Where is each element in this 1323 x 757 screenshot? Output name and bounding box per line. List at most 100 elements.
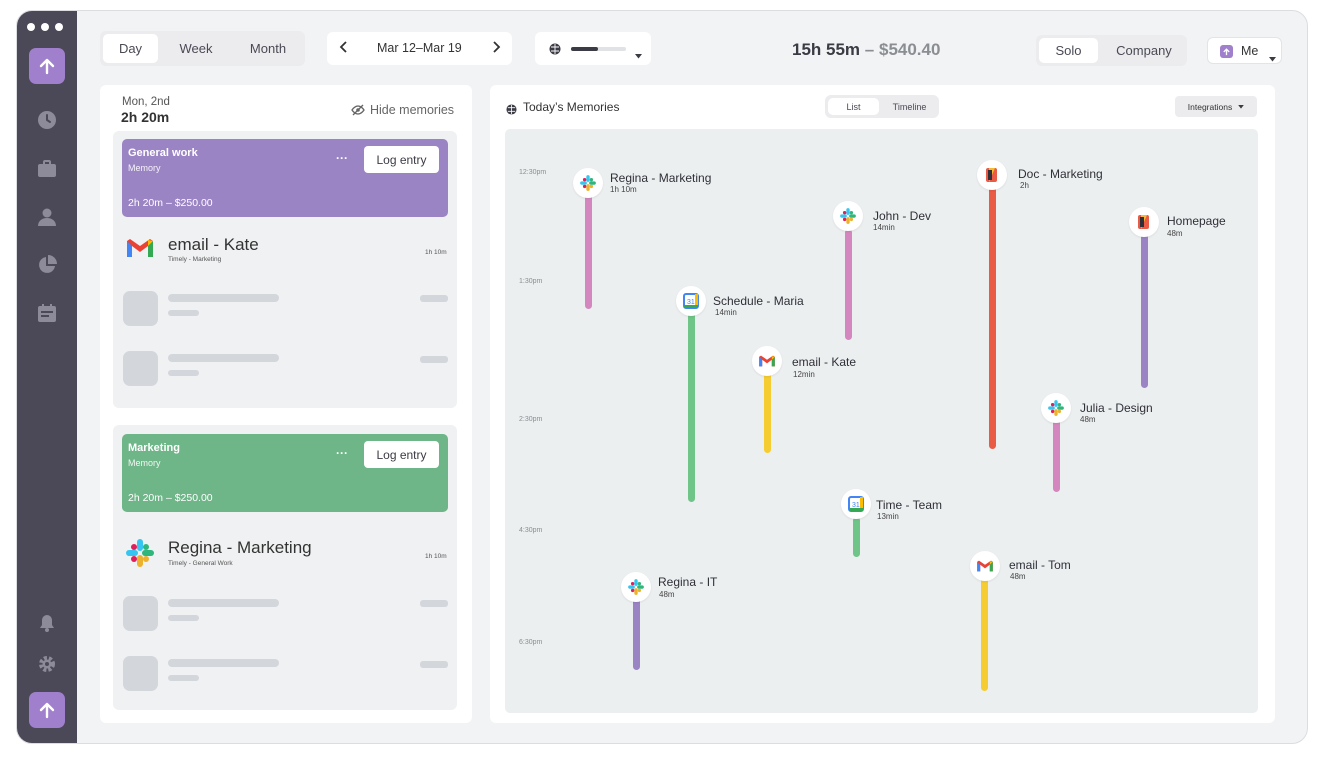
log-entry-button[interactable]: Log entry <box>364 441 439 468</box>
memory-duration-bar[interactable] <box>1141 234 1148 388</box>
placeholder-line <box>168 615 199 621</box>
memory-duration-bar[interactable] <box>585 191 592 309</box>
memory-duration: 13min <box>877 512 899 521</box>
gmail-icon[interactable] <box>970 551 1000 581</box>
memory-duration-bar[interactable] <box>981 577 988 691</box>
caret-down-icon <box>635 46 642 64</box>
log-entry-button[interactable]: Log entry <box>364 146 439 173</box>
total-amount: $540.40 <box>878 40 941 59</box>
memory-duration: 48m <box>1010 572 1026 581</box>
slack-icon[interactable] <box>1041 393 1071 423</box>
briefcase-icon[interactable] <box>36 158 58 180</box>
doc-icon[interactable] <box>1129 207 1159 237</box>
memory-title[interactable]: John - Dev <box>873 209 932 223</box>
pie-chart-icon[interactable] <box>36 254 58 276</box>
calendar-icon[interactable]: 31 <box>841 489 871 519</box>
memory-duration-bar[interactable] <box>853 517 860 557</box>
memory-title[interactable]: Julia - Design <box>1080 401 1153 415</box>
scope-switcher: Solo Company <box>1036 35 1187 66</box>
placeholder-avatar <box>123 596 158 631</box>
more-options-icon[interactable]: ··· <box>336 151 348 165</box>
memory-entry-general-work[interactable]: General work Memory 2h 20m – $250.00 ···… <box>122 139 448 217</box>
profile-logo[interactable] <box>29 692 65 728</box>
hide-memories-label: Hide memories <box>370 103 455 117</box>
brain-icon <box>506 102 517 120</box>
placeholder-line <box>168 675 199 681</box>
integrations-dropdown[interactable]: Integrations <box>1175 96 1257 117</box>
app-logo[interactable] <box>29 48 65 84</box>
entry-title: General work <box>128 147 198 159</box>
entry-subtitle: Memory <box>128 458 161 468</box>
clock-icon[interactable] <box>36 109 58 131</box>
tab-company[interactable]: Company <box>1116 43 1172 58</box>
total-time: 15h 55m <box>792 40 861 59</box>
memory-title[interactable]: email - Kate <box>792 355 857 369</box>
slack-icon[interactable] <box>573 168 603 198</box>
more-options-icon[interactable]: ··· <box>336 446 348 460</box>
next-week-chevron-icon[interactable] <box>491 40 501 59</box>
person-icon[interactable] <box>36 206 58 228</box>
memory-entry-marketing[interactable]: Marketing Memory 2h 20m – $250.00 ··· Lo… <box>122 434 448 512</box>
memory-duration-bar[interactable] <box>1053 414 1060 492</box>
user-menu[interactable]: Me <box>1207 37 1282 64</box>
memory-filter-dropdown[interactable] <box>535 32 651 65</box>
caret-down-icon <box>1269 49 1276 67</box>
placeholder-line <box>168 354 279 362</box>
placeholder-line <box>168 659 279 667</box>
memory-item-title[interactable]: Regina - Marketing <box>168 538 312 557</box>
slack-icon <box>124 537 156 574</box>
bell-icon[interactable] <box>36 612 58 634</box>
day-duration: 2h 20m <box>121 109 170 125</box>
memory-item-time: 1h 10m <box>425 249 447 256</box>
date-range[interactable]: Mar 12–Mar 19 <box>377 41 462 55</box>
memory-duration-bar[interactable] <box>845 229 852 340</box>
time-label: 1:30pm <box>519 278 543 285</box>
placeholder-line <box>420 356 448 363</box>
entry-title: Marketing <box>128 442 180 454</box>
memory-duration-bar[interactable] <box>989 187 996 449</box>
tab-week[interactable]: Week <box>179 41 213 56</box>
memory-duration-bar[interactable] <box>688 312 695 502</box>
gear-icon[interactable] <box>36 653 58 675</box>
previous-week-chevron-icon[interactable] <box>339 40 349 57</box>
memory-duration: 1h 10m <box>610 185 637 194</box>
sidebar <box>17 11 77 743</box>
memory-title[interactable]: Doc - Marketing <box>1018 167 1103 181</box>
tab-day[interactable]: Day <box>103 34 158 63</box>
memory-duration-bar[interactable] <box>764 369 771 453</box>
placeholder-avatar <box>123 656 158 691</box>
placeholder-avatar <box>123 351 158 386</box>
placeholder-line <box>168 599 279 607</box>
brain-icon <box>549 42 561 60</box>
memory-duration-bar[interactable] <box>633 597 640 670</box>
gmail-icon[interactable] <box>752 346 782 376</box>
memory-title[interactable]: email - Tom <box>1009 558 1071 572</box>
memory-duration: 12min <box>793 370 815 379</box>
integrations-label: Integrations <box>1187 101 1233 112</box>
memory-title[interactable]: Homepage <box>1167 214 1226 228</box>
memory-title[interactable]: Regina - Marketing <box>610 171 712 185</box>
memory-title[interactable]: Schedule - Maria <box>713 294 804 308</box>
tab-timeline[interactable]: Timeline <box>892 101 927 112</box>
memory-title[interactable]: Regina - IT <box>658 575 718 589</box>
placeholder-avatar <box>123 291 158 326</box>
placeholder-line <box>420 600 448 607</box>
memory-item-subtitle: Timely - Marketing <box>168 256 222 263</box>
entry-amount: 2h 20m – $250.00 <box>128 492 213 504</box>
total-summary: 15h 55m – $540.40 <box>792 40 940 60</box>
tab-month[interactable]: Month <box>249 41 287 56</box>
memory-title[interactable]: Time - Team <box>876 498 943 512</box>
hide-memories-toggle[interactable]: Hide memories <box>351 103 454 117</box>
calendar-icon[interactable]: 31 <box>676 286 706 316</box>
tab-list[interactable]: List <box>828 98 879 115</box>
memory-item-subtitle: Timely - General Work <box>168 560 233 567</box>
slack-icon[interactable] <box>833 201 863 231</box>
memory-item-title[interactable]: email - Kate <box>168 235 259 254</box>
slack-icon[interactable] <box>621 572 651 602</box>
placeholder-line <box>420 295 448 302</box>
calendar-icon[interactable] <box>36 302 58 324</box>
tab-solo[interactable]: Solo <box>1039 38 1098 63</box>
doc-icon[interactable] <box>977 160 1007 190</box>
eye-off-icon <box>351 104 365 116</box>
window-controls[interactable] <box>27 23 63 31</box>
